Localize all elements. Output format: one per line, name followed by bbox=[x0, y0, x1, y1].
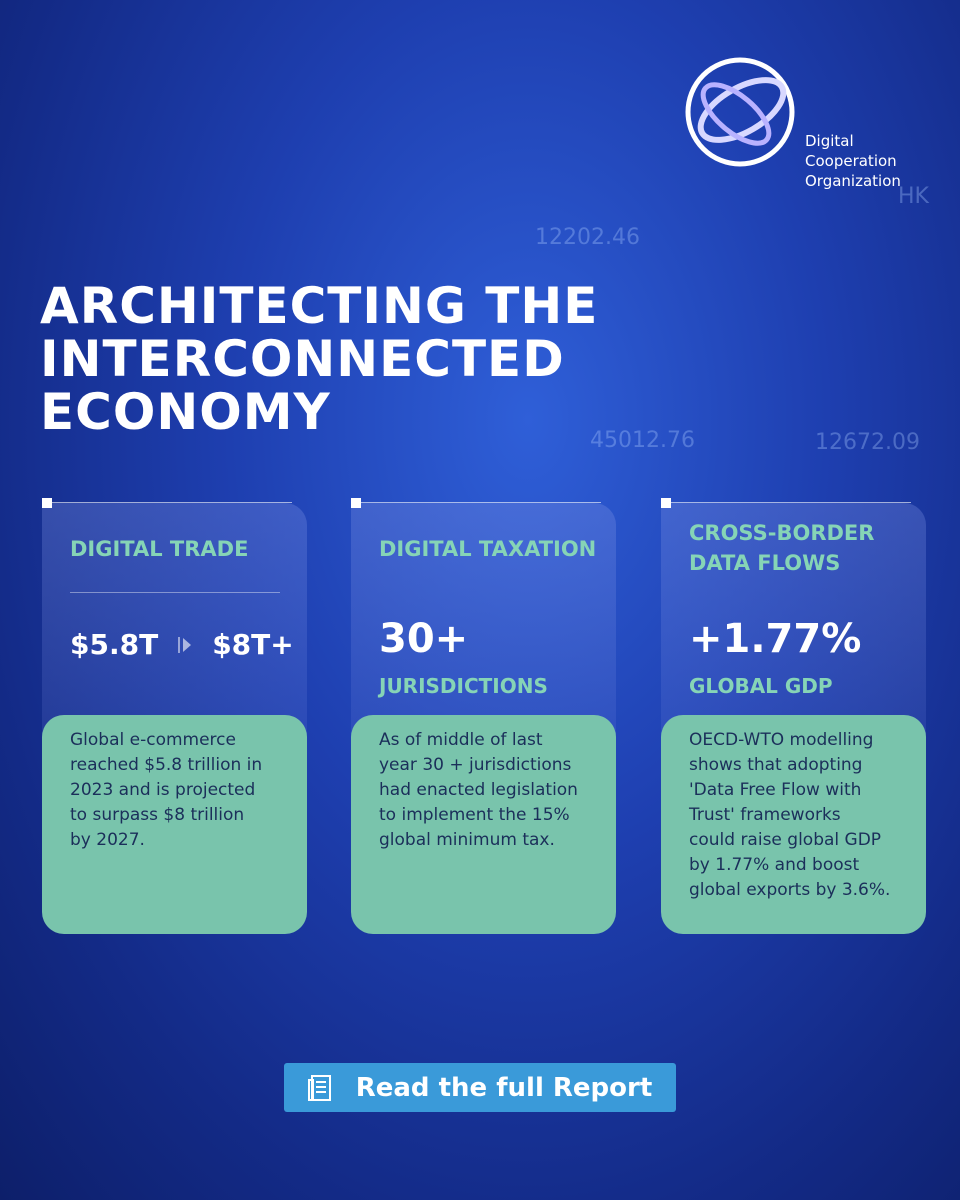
body-line: 'Data Free Flow with bbox=[689, 780, 862, 800]
body-line: could raise global GDP bbox=[689, 830, 882, 850]
title-line: ARCHITECTING THE bbox=[40, 277, 599, 335]
stat: 30+ bbox=[379, 616, 469, 662]
card-rule bbox=[52, 502, 292, 503]
body-line: year 30 + jurisdictions bbox=[379, 755, 572, 775]
body-line: Global e-commerce bbox=[70, 730, 236, 750]
stat-row: $5.8T $8T+ bbox=[70, 628, 294, 661]
body-line: OECD-WTO modelling bbox=[689, 730, 874, 750]
card-separator bbox=[70, 592, 280, 593]
heading-line: DIGITAL TAXATION bbox=[379, 537, 597, 561]
button-label[interactable]: Read the full Report bbox=[355, 1072, 653, 1103]
card-rule bbox=[671, 502, 911, 503]
body-line: shows that adopting bbox=[689, 755, 863, 775]
body-line: 2023 and is projected bbox=[70, 780, 256, 800]
card: DIGITAL TAXATION 30+ JURISDICTIONS As of… bbox=[351, 498, 616, 934]
body-line: to implement the 15% bbox=[379, 805, 570, 825]
stat-to: $8T+ bbox=[212, 628, 294, 661]
card-heading: CROSS-BORDER DATA FLOWS bbox=[689, 518, 874, 578]
stat-from: $5.8T bbox=[70, 628, 159, 661]
body-line: had enacted legislation bbox=[379, 780, 578, 800]
body-line: to surpass $8 trillion bbox=[70, 805, 245, 825]
body-line: global exports by 3.6%. bbox=[689, 880, 891, 900]
logo-text: Organization bbox=[805, 172, 901, 190]
logo-mark bbox=[685, 57, 795, 167]
body-line: by 2027. bbox=[70, 830, 145, 850]
card-body: As of middle of last year 30 + jurisdict… bbox=[379, 728, 578, 853]
card: DIGITAL TRADE $5.8T $8T+ Global e-commer… bbox=[42, 498, 307, 934]
report-button[interactable]: Read the full Report bbox=[284, 1063, 676, 1112]
logo-text: Cooperation bbox=[805, 152, 897, 170]
arrow bbox=[178, 636, 192, 653]
title-line: INTERCONNECTED bbox=[40, 330, 565, 388]
stat: +1.77% bbox=[689, 616, 862, 662]
card: CROSS-BORDER DATA FLOWS +1.77% GLOBAL GD… bbox=[661, 498, 926, 934]
card-heading: DIGITAL TRADE bbox=[70, 534, 248, 564]
body-line: reached $5.8 trillion in bbox=[70, 755, 263, 775]
logo-text: Digital bbox=[805, 132, 854, 150]
bg-number: 45012.76 bbox=[590, 428, 695, 453]
card-dot bbox=[661, 498, 671, 508]
title: ARCHITECTING THE INTERCONNECTED ECONOMY bbox=[40, 280, 598, 439]
card-dot bbox=[42, 498, 52, 508]
card-body: Global e-commerce reached $5.8 trillion … bbox=[70, 728, 262, 853]
card-body: OECD-WTO modelling shows that adopting '… bbox=[689, 728, 890, 903]
body-line: by 1.77% and boost bbox=[689, 855, 860, 875]
card-dot bbox=[351, 498, 361, 508]
card-box bbox=[42, 715, 307, 934]
stat-label: GLOBAL GDP bbox=[689, 674, 833, 698]
doc-icon bbox=[307, 1074, 331, 1101]
title-line: ECONOMY bbox=[40, 383, 331, 441]
body-line: As of middle of last bbox=[379, 730, 543, 750]
card-box bbox=[661, 715, 926, 934]
card-rule bbox=[361, 502, 601, 503]
card-heading: DIGITAL TAXATION bbox=[379, 534, 596, 564]
heading-line: DATA FLOWS bbox=[689, 551, 841, 575]
bg-number: HK bbox=[898, 184, 929, 209]
heading-line: CROSS-BORDER bbox=[689, 521, 875, 545]
bg-number: 12202.46 bbox=[535, 225, 640, 250]
body-line: Trust' frameworks bbox=[689, 805, 841, 825]
stat-label: JURISDICTIONS bbox=[379, 674, 548, 698]
body-line: global minimum tax. bbox=[379, 830, 555, 850]
card-box bbox=[351, 715, 616, 934]
heading-line: DIGITAL TRADE bbox=[70, 537, 249, 561]
bg-number: 12672.09 bbox=[815, 430, 920, 455]
